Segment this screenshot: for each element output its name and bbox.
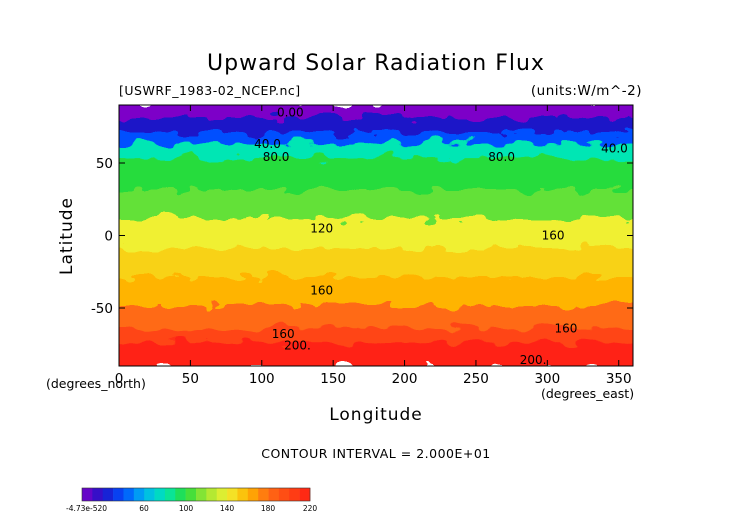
x-tick-label: 100	[249, 371, 275, 387]
contour-label-3: 80.0	[488, 150, 515, 164]
latitude-band-10	[119, 327, 633, 347]
colorbar-cell	[123, 488, 135, 501]
contour-interval-text: CONTOUR INTERVAL = 2.000E+01	[261, 446, 491, 461]
x-tick-label: 250	[463, 371, 489, 387]
latitude-band-4	[119, 158, 633, 194]
colorbar-label: 140	[220, 504, 235, 513]
x-axis-label: Longitude	[329, 405, 423, 425]
y-axis-label: Latitude	[57, 197, 77, 275]
colorbar-cell	[164, 488, 176, 501]
y-axis-ticks: -50 0 50	[91, 156, 633, 317]
contour-label-0: 0.00	[277, 105, 304, 119]
latitude-band-3	[119, 143, 633, 163]
y-tick-label: 50	[96, 156, 113, 172]
units-label: (units:W/m^-2)	[531, 83, 642, 99]
colorbar-cell	[82, 488, 93, 501]
colorbar-label: 100	[179, 504, 194, 513]
contour-label-5: 120	[310, 221, 333, 235]
chart-title: Upward Solar Radiation Flux	[207, 51, 545, 76]
contour-label-1: 40.0	[254, 137, 281, 151]
colorbar-cell	[268, 488, 280, 501]
colorbar-cell	[113, 488, 124, 501]
colorbar-label: -4.73e-520	[66, 504, 107, 513]
x-unit-label: (degrees_east)	[541, 386, 634, 401]
colorbar-cell	[227, 488, 238, 501]
colorbar-label: 220	[303, 504, 318, 513]
colorbar-cell	[216, 488, 228, 501]
heatmap-plot-area	[119, 105, 633, 366]
y-tick-label: -50	[91, 301, 113, 317]
x-tick-label: 300	[534, 371, 560, 387]
colorbar-cell	[144, 488, 155, 501]
colorbar-cell	[237, 488, 249, 501]
latitude-band-0	[119, 105, 633, 122]
colorbar-cell	[185, 488, 197, 501]
x-tick-label: 0	[115, 371, 124, 387]
colorbar-cell	[175, 488, 186, 501]
latitude-band-1	[119, 117, 633, 136]
colorbar-cell	[206, 488, 218, 501]
colorbar-cell	[299, 488, 311, 501]
contour-label-11: 200.	[520, 353, 547, 367]
contour-label-8: 160	[272, 327, 295, 341]
colorbar-tick-labels: -4.73e-520 60 100 140 180 220	[66, 504, 317, 513]
colorbar-label: 60	[139, 504, 149, 513]
x-tick-label: 350	[606, 371, 632, 387]
x-tick-label: 150	[320, 371, 346, 387]
x-axis-ticks: 0 50 100 150 200 250 300 350	[115, 105, 632, 387]
latitude-bands	[119, 105, 633, 366]
colorbar-frame	[81, 487, 311, 502]
latitude-band-6	[119, 219, 633, 252]
latitude-band-11	[119, 342, 633, 366]
dataset-label: [USWRF_1983-02_NCEP.nc]	[119, 83, 301, 98]
colorbar-cell	[258, 488, 269, 501]
colorbar-cell	[92, 488, 104, 501]
colorbar-cell	[154, 488, 166, 501]
latitude-band-5	[119, 190, 633, 223]
colorbar-cell	[278, 488, 290, 501]
contour-label-2: 80.0	[263, 150, 290, 164]
contour-label-10: 200.	[284, 339, 311, 353]
colorbar-cell	[247, 488, 259, 501]
y-tick-label: 0	[104, 229, 113, 245]
x-tick-label: 200	[392, 371, 418, 387]
latitude-band-7	[119, 248, 633, 281]
latitude-band-8	[119, 277, 633, 310]
contour-label-7: 160	[310, 284, 333, 298]
x-tick-label: 50	[182, 371, 199, 387]
y-unit-label: (degrees_north)	[46, 376, 146, 391]
contour-label-9: 160	[554, 321, 577, 335]
latitude-band-9	[119, 306, 633, 332]
colorbar-cell	[196, 488, 207, 501]
contour-label-6: 160	[542, 229, 565, 243]
colorbar-cell	[289, 488, 300, 501]
colorbar-cell	[102, 488, 114, 501]
colorbar-cell	[133, 488, 145, 501]
colorbar	[81, 487, 311, 502]
contour-label-4: 40.0	[601, 142, 628, 156]
colorbar-label: 180	[261, 504, 276, 513]
